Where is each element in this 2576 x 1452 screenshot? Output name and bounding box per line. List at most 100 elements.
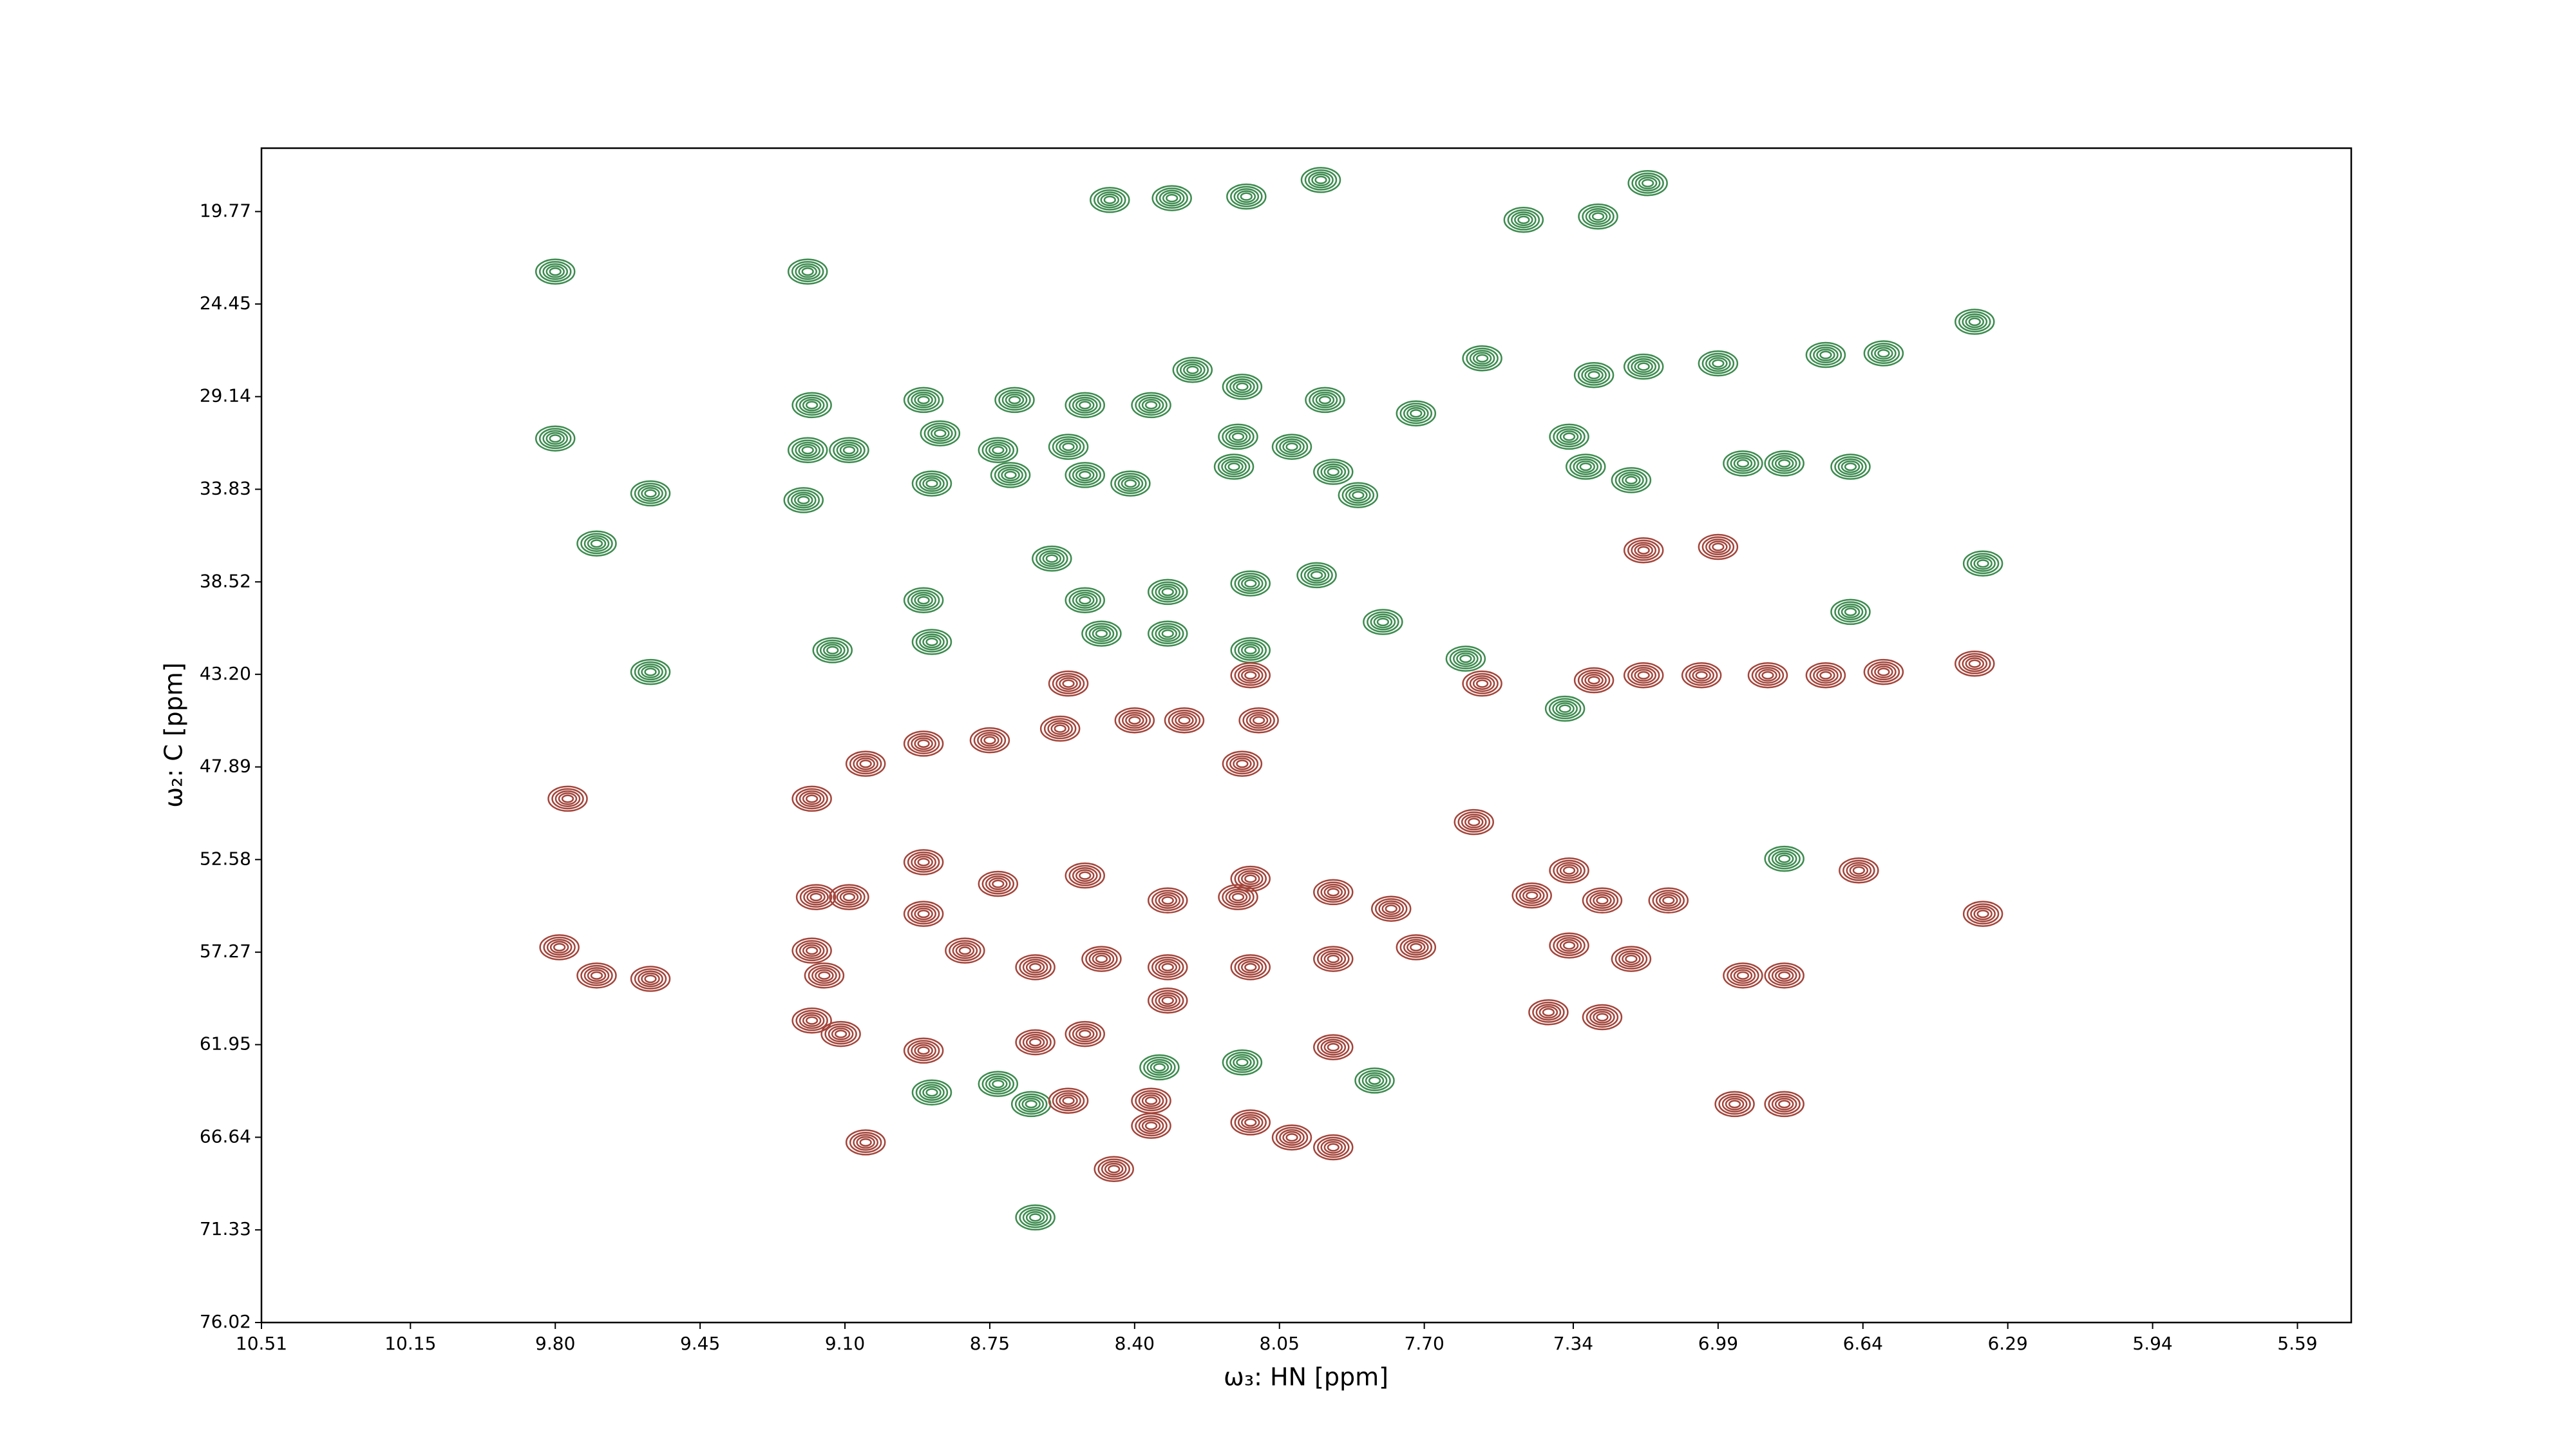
contour-ring xyxy=(1241,669,1260,682)
contour-ring xyxy=(1014,1093,1048,1115)
peak xyxy=(1218,884,1258,910)
contour-ring xyxy=(1705,355,1731,372)
contour-ring xyxy=(1367,611,1399,633)
contour-ring xyxy=(1648,887,1689,914)
contour-ring xyxy=(1114,473,1147,495)
contour-ring xyxy=(535,425,576,452)
contour-ring xyxy=(1056,1092,1081,1109)
contour-ring xyxy=(1081,946,1122,972)
contour-ring xyxy=(1819,350,1832,359)
contour-ring xyxy=(1692,669,1711,682)
x-tick-label: 5.94 xyxy=(2132,1333,2172,1354)
contour-ring xyxy=(978,437,1019,464)
contour-ring xyxy=(1526,891,1539,900)
contour-ring xyxy=(1225,428,1251,445)
contour-ring xyxy=(590,539,603,548)
contour-ring xyxy=(1577,364,1611,386)
contour-ring xyxy=(1125,714,1144,727)
contour-ring xyxy=(1161,996,1174,1005)
contour-ring xyxy=(1161,962,1174,972)
contour-ring xyxy=(842,893,856,902)
contour-ring xyxy=(1004,470,1017,479)
contour-ring xyxy=(542,430,569,447)
contour-ring xyxy=(1224,460,1244,473)
contour-ring xyxy=(1965,657,1985,671)
contour-ring xyxy=(1176,359,1209,381)
contour-ring xyxy=(1244,671,1257,680)
contour-ring xyxy=(1593,1011,1612,1024)
contour-ring xyxy=(1768,964,1801,986)
contour-ring xyxy=(543,937,576,958)
contour-ring xyxy=(1514,213,1533,227)
contour-ring xyxy=(1834,456,1867,477)
contour-ring xyxy=(805,946,819,955)
contour-ring xyxy=(805,1016,819,1025)
contour-ring xyxy=(917,396,930,405)
contour-ring xyxy=(1681,662,1722,689)
contour-ring xyxy=(794,493,813,507)
contour-ring xyxy=(1542,1008,1555,1017)
contour-ring xyxy=(1549,932,1589,959)
peak xyxy=(1147,578,1188,606)
x-tick-label: 8.40 xyxy=(1115,1333,1155,1354)
contour-ring xyxy=(1075,1027,1095,1040)
contour-ring xyxy=(1079,470,1092,479)
peak xyxy=(990,462,1031,488)
contour-ring xyxy=(811,967,837,984)
peak xyxy=(1213,454,1255,480)
contour-ring xyxy=(1230,1109,1271,1136)
contour-ring xyxy=(1237,1114,1264,1131)
contour-ring xyxy=(1313,879,1354,906)
contour-ring xyxy=(1376,617,1390,627)
contour-ring xyxy=(1634,544,1653,557)
contour-ring xyxy=(829,437,869,464)
contour-ring xyxy=(815,969,834,982)
peak xyxy=(1549,857,1589,884)
contour-ring xyxy=(1631,542,1657,559)
contour-ring xyxy=(791,1007,832,1034)
contour-ring xyxy=(798,265,817,278)
peak xyxy=(539,934,580,960)
contour-ring xyxy=(1503,207,1544,233)
peak xyxy=(1805,341,1846,368)
contour-ring xyxy=(1237,870,1264,888)
contour-ring xyxy=(1005,394,1025,406)
contour-ring xyxy=(1313,459,1354,485)
contour-ring xyxy=(1771,1095,1797,1113)
contour-ring xyxy=(1323,1040,1343,1054)
peak xyxy=(1830,454,1871,480)
contour-ring xyxy=(1144,1096,1158,1105)
contour-ring xyxy=(1305,387,1345,414)
contour-ring xyxy=(1723,450,1763,477)
contour-ring xyxy=(1662,896,1675,905)
contour-ring xyxy=(911,391,936,408)
contour-ring xyxy=(1517,215,1530,224)
contour-ring xyxy=(1403,939,1429,956)
contour-ring xyxy=(804,962,845,989)
contour-ring xyxy=(1230,662,1271,689)
contour-ring xyxy=(1764,450,1804,477)
contour-ring xyxy=(1771,967,1797,984)
contour-ring xyxy=(1399,937,1433,958)
contour-ring xyxy=(806,890,826,904)
contour-ring xyxy=(1970,905,1996,922)
contour-ring xyxy=(819,642,846,659)
contour-ring xyxy=(1141,1119,1161,1132)
contour-ring xyxy=(969,727,1010,754)
peak xyxy=(791,1007,832,1034)
contour-ring xyxy=(1242,709,1275,731)
contour-ring xyxy=(1155,992,1181,1009)
contour-ring xyxy=(1241,577,1260,590)
contour-ring xyxy=(1313,1134,1354,1161)
contour-ring xyxy=(1234,664,1267,686)
contour-ring xyxy=(638,970,663,988)
contour-ring xyxy=(985,441,1011,459)
contour-ring xyxy=(558,792,578,805)
peak xyxy=(630,658,671,685)
contour-ring xyxy=(802,792,822,805)
contour-ring xyxy=(1059,440,1078,454)
peak xyxy=(1549,423,1589,450)
contour-ring xyxy=(1774,457,1794,470)
peak xyxy=(576,530,617,557)
x-tick-label: 8.75 xyxy=(970,1333,1010,1354)
